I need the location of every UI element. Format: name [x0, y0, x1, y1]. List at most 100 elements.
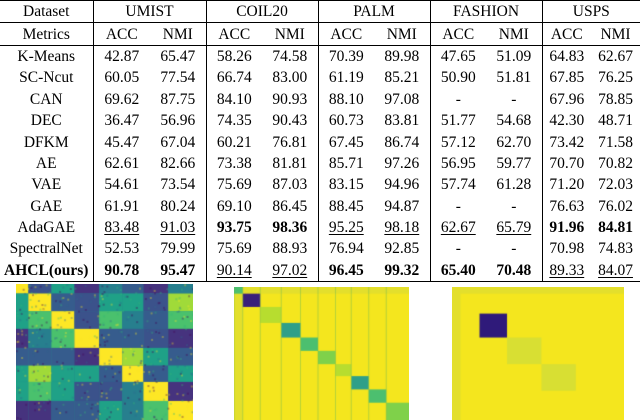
table-row: AE 62.61 82.66 73.38 81.81 85.71 97.26 56.95 59.… — [0, 152, 640, 175]
value-cell: 66.74 — [205, 67, 263, 89]
method-name: CAN — [29, 90, 63, 108]
value-cell: 91.96 — [541, 216, 592, 239]
metric-cell: ACC — [429, 22, 487, 46]
method-name: AHCL(ours) — [0, 259, 93, 283]
value-cell: 65.79 — [496, 219, 532, 237]
value-cell: 74.35 — [205, 109, 263, 132]
value-cell: 89.98 — [384, 47, 420, 65]
value-cell: 70.39 — [317, 45, 375, 68]
value-cell: 99.32 — [374, 259, 431, 283]
value-cell: 48.71 — [598, 112, 633, 130]
value-cell: 86.45 — [272, 197, 308, 215]
value-cell: 98.18 — [384, 219, 420, 237]
table-row: DEC 36.47 56.96 74.35 90.43 60.73 83.81 51.77 54… — [0, 109, 640, 132]
value-cell: 75.69 — [205, 174, 263, 196]
metric-cell: ACC — [317, 22, 375, 46]
dataset-label: Dataset — [0, 0, 93, 24]
value-cell: 76.25 — [598, 69, 633, 87]
value-cell: 84.81 — [598, 219, 633, 237]
value-cell: 95.47 — [150, 259, 207, 283]
value-cell: 47.65 — [429, 45, 487, 68]
value-cell: 90.78 — [92, 259, 150, 283]
value-cell: 72.03 — [598, 176, 633, 194]
metric-cell: ACC — [541, 22, 592, 46]
value-cell: 64.83 — [541, 45, 592, 68]
results-table-body: Dataset UMIST COIL20 PALM FASHION USPS M… — [0, 0, 640, 283]
method-name: SC-Ncut — [19, 69, 74, 87]
value-cell: 42.87 — [92, 45, 150, 68]
method-name: K-Means — [17, 47, 76, 65]
value-cell: - — [511, 90, 517, 108]
metric-cell: NMI — [262, 22, 319, 46]
value-cell: 91.03 — [160, 219, 196, 237]
value-cell: 79.99 — [160, 240, 196, 258]
value-cell: 51.81 — [496, 69, 532, 87]
value-cell: 84.07 — [591, 259, 640, 283]
table-row: SpectralNet 52.53 79.99 75.69 88.93 76.94 92.8… — [0, 238, 640, 260]
value-cell: 88.93 — [272, 240, 308, 258]
value-cell: 97.08 — [384, 90, 420, 108]
metric-cell: ACC — [205, 22, 263, 46]
metric-cell: NMI — [374, 22, 431, 46]
value-cell: 45.47 — [92, 131, 150, 153]
value-cell: - — [429, 195, 487, 217]
value-cell: 86.74 — [384, 133, 420, 151]
value-cell: 51.77 — [429, 109, 487, 132]
value-cell: 88.45 — [317, 195, 375, 217]
value-cell: 94.87 — [384, 197, 420, 215]
metrics-row: Metrics ACC NMI ACC NMI ACC NMI ACC NMI … — [0, 22, 640, 46]
value-cell: 85.71 — [317, 152, 375, 175]
value-cell: 76.94 — [317, 238, 375, 260]
value-cell: 83.81 — [384, 112, 420, 130]
value-cell: 71.20 — [541, 174, 592, 196]
table-row: AdaGAE 83.48 91.03 93.75 98.36 95.25 98.18 62.6… — [0, 216, 640, 239]
dataset-usps: USPS — [541, 0, 640, 24]
value-cell: 97.02 — [262, 259, 319, 283]
metric-cell: ACC — [92, 22, 150, 46]
value-cell: 56.95 — [429, 152, 487, 175]
table-row: SC-Ncut 60.05 77.54 66.74 83.00 61.19 85.21 50.… — [0, 67, 640, 89]
value-cell: 65.47 — [160, 47, 196, 65]
value-cell: 92.85 — [384, 240, 420, 258]
results-table: Dataset UMIST COIL20 PALM FASHION USPS M… — [0, 0, 640, 283]
method-name: DEC — [30, 112, 62, 130]
dataset-coil20: COIL20 — [205, 0, 319, 24]
value-cell: 96.45 — [317, 259, 375, 283]
value-cell: 78.85 — [598, 90, 633, 108]
method-name: AE — [35, 154, 57, 172]
value-cell: 59.77 — [496, 154, 532, 172]
heatmap-left — [16, 284, 193, 420]
value-cell: 50.90 — [429, 67, 487, 89]
value-cell: 67.85 — [541, 67, 592, 89]
value-cell: 95.25 — [317, 216, 375, 239]
value-cell: 61.19 — [317, 67, 375, 89]
value-cell: 62.70 — [496, 133, 532, 151]
dataset-umist: UMIST — [92, 0, 207, 24]
value-cell: 54.68 — [496, 112, 532, 130]
value-cell: 77.54 — [160, 69, 196, 87]
value-cell: 82.66 — [160, 154, 196, 172]
method-name: SpectralNet — [9, 240, 83, 258]
value-cell: 70.48 — [486, 259, 543, 283]
value-cell: 57.12 — [429, 131, 487, 153]
value-cell: 90.14 — [205, 259, 263, 283]
value-cell: 73.54 — [160, 176, 196, 194]
method-name: VAE — [31, 176, 62, 194]
value-cell: 69.10 — [205, 195, 263, 217]
value-cell: - — [429, 238, 487, 260]
value-cell: 88.10 — [317, 88, 375, 110]
value-cell: 58.26 — [205, 45, 263, 68]
value-cell: 61.28 — [496, 176, 532, 194]
value-cell: 87.75 — [160, 90, 196, 108]
value-cell: 83.48 — [92, 216, 150, 239]
value-cell: 65.40 — [429, 259, 487, 283]
method-name: GAE — [30, 197, 63, 215]
table-row: CAN 69.62 87.75 84.10 90.93 88.10 97.08- -67.96… — [0, 88, 640, 110]
value-cell: 62.67 — [598, 47, 633, 65]
value-cell: - — [511, 240, 517, 258]
heatmap-middle — [234, 287, 409, 420]
value-cell: 71.58 — [598, 133, 633, 151]
value-cell: 93.75 — [205, 216, 263, 239]
value-cell: 81.81 — [272, 154, 308, 172]
value-cell: 67.96 — [541, 88, 592, 110]
